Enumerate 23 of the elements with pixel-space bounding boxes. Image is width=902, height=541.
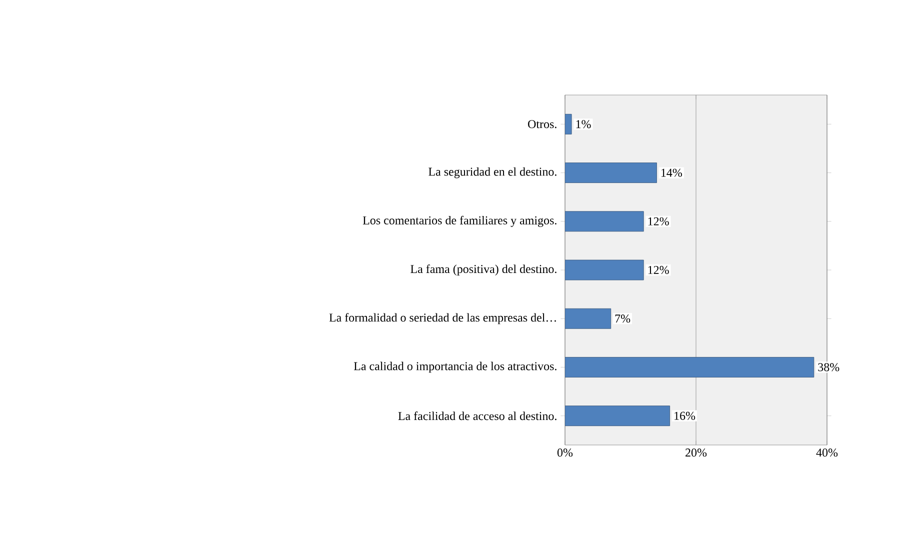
x-tick-label: 20% (686, 448, 707, 457)
bar (565, 308, 612, 329)
bar (565, 211, 644, 232)
bar (565, 357, 814, 378)
data-label: 38% (818, 363, 840, 372)
x-tick-label: 40% (816, 448, 838, 457)
bar (565, 260, 644, 280)
data-label: 16% (674, 412, 696, 420)
data-label: 14% (661, 168, 682, 177)
bar (565, 406, 670, 426)
y-tick-label: Otros. (528, 120, 556, 128)
data-label: 7% (615, 314, 630, 323)
y-tick-label: La formalidad o seriedad de las empresas del… (329, 313, 556, 324)
y-tick-label: La fama (positiva) del destino. (410, 264, 556, 276)
x-tick-label: 0% (557, 448, 573, 457)
y-tick-label: La seguridad en el destino. (428, 167, 556, 178)
y-tick-label: La calidad o importancia de los atractivos. (354, 362, 556, 373)
y-tick-label: Los comentarios de familiares y amigos. (362, 216, 556, 227)
data-label: 1% (576, 120, 591, 128)
bar (565, 162, 657, 183)
y-tick-label: La facilidad de acceso al destino. (398, 412, 556, 420)
data-label: 12% (648, 217, 669, 226)
data-label: 12% (648, 266, 669, 274)
